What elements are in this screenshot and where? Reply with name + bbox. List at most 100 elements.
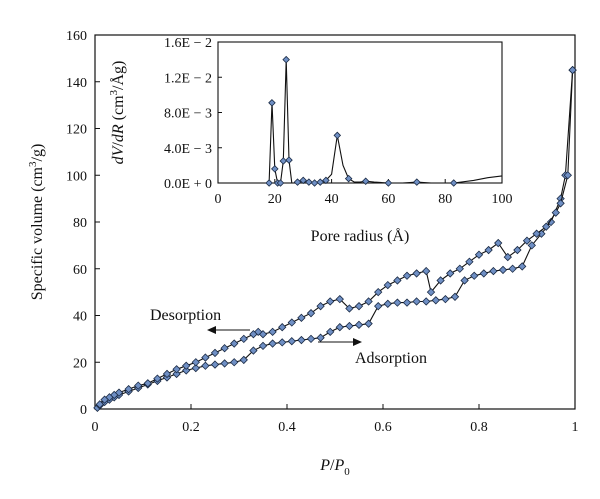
data-point: [124, 384, 133, 394]
data-point: [230, 339, 239, 348]
data-point: [503, 252, 512, 262]
data-point: [498, 265, 508, 275]
data-point: [172, 369, 181, 379]
x-axis-label: P/P0: [319, 457, 350, 478]
inset-data-point: [268, 99, 276, 107]
data-point: [546, 217, 556, 227]
data-point: [551, 208, 560, 217]
data-point: [374, 287, 383, 297]
data-point: [134, 381, 143, 390]
x-tick-label: 1: [572, 420, 579, 435]
data-point: [470, 271, 479, 280]
data-point: [518, 262, 527, 271]
data-point: [249, 330, 258, 339]
adsorption-arrowhead: [353, 338, 362, 346]
series-desorption: [95, 65, 577, 409]
data-point: [306, 334, 316, 344]
data-point: [182, 366, 191, 375]
data-point: [474, 250, 484, 259]
data-point: [182, 361, 191, 370]
data-point: [254, 327, 263, 337]
inset-data-point: [305, 178, 313, 186]
x-tick-label: 0.4: [278, 420, 296, 435]
data-point: [100, 395, 109, 404]
data-point: [345, 304, 354, 313]
data-point: [402, 298, 412, 307]
data-point: [513, 245, 522, 255]
inset-x-tick-label: 80: [438, 192, 452, 207]
data-point: [258, 341, 268, 351]
data-point: [297, 335, 306, 345]
data-point: [110, 390, 119, 400]
adsorption-label: Adsorption: [355, 350, 427, 367]
data-point: [268, 339, 277, 348]
y-tick-label: 20: [73, 356, 87, 371]
inset-data-point: [384, 179, 393, 187]
data-point: [460, 276, 469, 285]
data-point: [426, 287, 436, 297]
desorption-label: Desorption: [150, 307, 221, 324]
data-point: [436, 276, 445, 285]
inset-y-tick-label: 0.0E + 0: [164, 177, 212, 192]
data-point: [494, 238, 503, 248]
x-tick-label: 0: [92, 420, 99, 435]
data-point: [563, 171, 572, 180]
data-point: [383, 280, 392, 290]
data-point: [364, 319, 373, 328]
data-point: [287, 337, 296, 346]
inset-y-tick-label: 1.2E − 2: [164, 71, 212, 86]
inset-data-point: [333, 131, 342, 140]
data-point: [455, 264, 464, 273]
data-point: [393, 276, 402, 285]
data-point: [316, 333, 325, 342]
inset-x-tick-label: 60: [381, 192, 395, 207]
data-point: [568, 65, 577, 75]
data-point: [220, 344, 229, 353]
inset-data-point: [322, 176, 330, 185]
y-tick-label: 120: [66, 123, 87, 138]
inset-frame: [217, 41, 503, 184]
main-plot: 0 20 40 60 80 100 120 140 160 0 0.2 0.4 0.6 0.8 1 Speci…: [27, 29, 579, 478]
inset-data-point: [413, 178, 421, 186]
data-point: [532, 229, 541, 238]
data-point: [249, 346, 258, 355]
data-point: [412, 269, 421, 278]
data-point: [316, 301, 325, 311]
inset-y-tick-label: 8.0E − 3: [164, 107, 212, 122]
data-point: [220, 359, 229, 368]
data-point: [446, 269, 455, 278]
data-point: [527, 241, 536, 250]
data-point: [489, 266, 498, 276]
data-point: [431, 296, 440, 305]
data-point: [556, 199, 565, 208]
data-point: [465, 257, 474, 266]
data-point: [191, 358, 200, 367]
data-point: [239, 334, 248, 344]
data-point: [191, 363, 200, 373]
data-point: [335, 323, 344, 332]
inset-x-tick-label: 20: [268, 192, 282, 207]
data-point: [326, 327, 335, 337]
y-axis-label: Specific volume (cm3/g): [27, 144, 46, 301]
data-point: [278, 323, 287, 332]
data-point: [326, 297, 335, 306]
x-tick-label: 0.2: [182, 420, 200, 435]
inset-plot: 0.0E + 0 4.0E − 3 8.0E − 3 1.2E − 2 1.6E − 2…: [108, 36, 513, 245]
y-tick-label: 140: [66, 76, 87, 91]
data-point: [450, 292, 460, 301]
data-point: [287, 318, 296, 327]
inset-y-axis-label: dV/dR (cm3/Åg): [108, 61, 127, 165]
inset-x-tick-label: 100: [492, 192, 513, 207]
y-tick-label: 100: [66, 169, 87, 184]
annotations: Desorption Adsorption: [150, 307, 427, 367]
data-point: [335, 294, 344, 304]
data-point: [239, 355, 248, 365]
inset-data-point: [361, 177, 370, 186]
data-point: [522, 236, 532, 245]
data-point: [393, 298, 402, 307]
data-point: [210, 348, 220, 358]
data-point: [542, 222, 551, 231]
data-point: [153, 374, 162, 383]
data-point: [479, 269, 488, 278]
